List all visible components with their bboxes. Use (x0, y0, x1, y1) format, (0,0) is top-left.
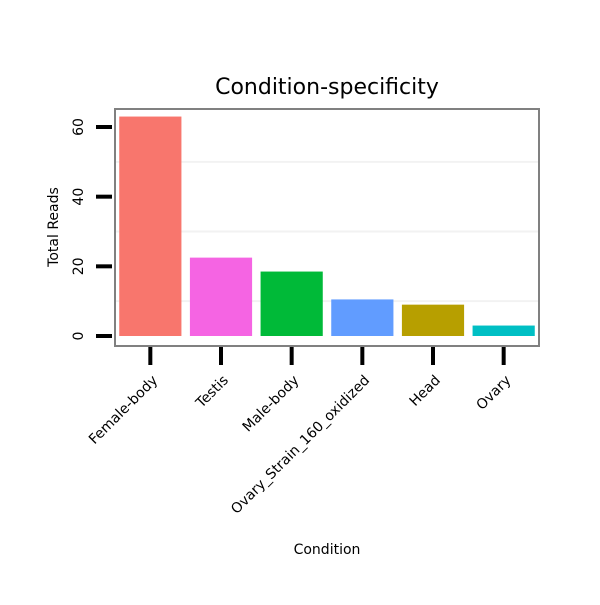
bar (331, 299, 394, 336)
chart-title: Condition-specificity (215, 75, 439, 100)
bar (189, 257, 253, 336)
y-tick-label: 20 (71, 257, 87, 275)
bar (119, 116, 182, 336)
y-tick-label: 60 (71, 118, 87, 136)
bar (472, 325, 535, 336)
bar (260, 271, 323, 336)
gridlines (116, 160, 538, 303)
bar (401, 304, 465, 336)
x-axis-title: Condition (294, 542, 361, 558)
y-axis-title: Total Reads (46, 187, 62, 268)
plot-panel-border (114, 108, 540, 347)
bars (119, 116, 535, 336)
y-tick-label: 40 (71, 188, 87, 206)
y-tick-label: 0 (71, 332, 87, 341)
y-axis: 0 20 40 60 (71, 118, 112, 340)
